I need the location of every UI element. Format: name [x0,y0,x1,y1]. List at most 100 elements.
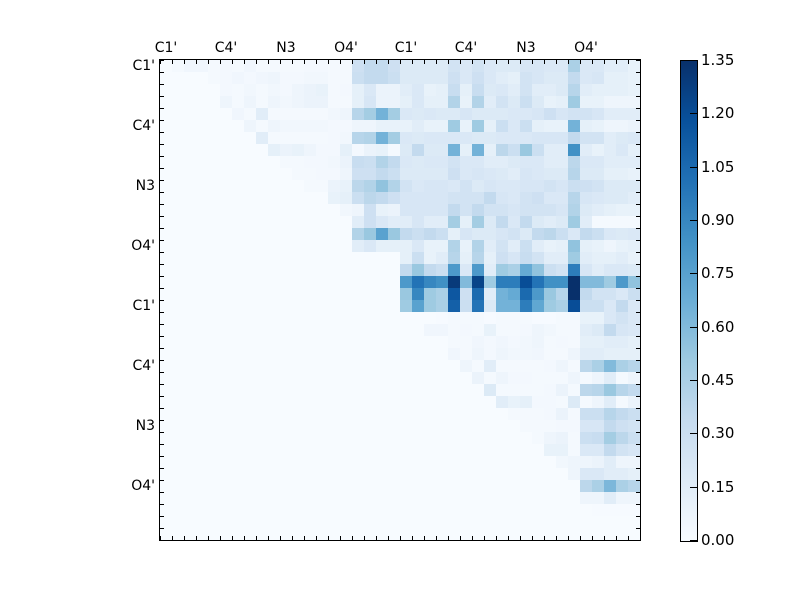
heatmap-cell [532,264,544,276]
heatmap-cell [592,84,604,96]
axis-tick [460,60,461,64]
heatmap-cell [280,108,292,120]
heatmap-cell [568,276,580,288]
heatmap-cell [424,168,436,180]
heatmap-cell [340,144,352,156]
heatmap-cell [460,120,472,132]
heatmap-cell [580,492,592,504]
heatmap-cell [472,192,484,204]
heatmap-cell [316,156,328,168]
colorbar-tick-label: 1.20 [701,104,735,123]
heatmap-cell [580,468,592,480]
heatmap-cell [508,336,520,348]
axis-tick [568,60,569,64]
heatmap-cell [544,348,556,360]
heatmap-cell [316,96,328,108]
heatmap-cell [556,288,568,300]
axis-tick [636,336,640,337]
heatmap-cell [412,168,424,180]
axis-tick [184,60,185,64]
heatmap-cell [412,264,424,276]
heatmap-cell [436,312,448,324]
heatmap-cell [424,72,436,84]
axis-tick [424,536,425,540]
heatmap-cell [400,192,412,204]
heatmap-cell [484,156,496,168]
axis-tick [636,240,640,241]
heatmap-cell [436,228,448,240]
heatmap-cell [532,156,544,168]
heatmap-cell [376,72,388,84]
heatmap-cell [436,264,448,276]
heatmap-cell [580,444,592,456]
heatmap-cell [532,324,544,336]
axis-tick [636,432,640,433]
heatmap-cell [592,456,604,468]
heatmap-cell [628,504,640,516]
axis-tick [340,60,341,64]
heatmap-cell [484,180,496,192]
heatmap-cell [388,132,400,144]
heatmap-cell [592,300,604,312]
heatmap-cell [472,216,484,228]
heatmap-cell [304,144,316,156]
heatmap-cell [568,456,580,468]
heatmap-cell [616,204,628,216]
heatmap-cell [268,84,280,96]
heatmap-cell [592,240,604,252]
heatmap-cell [472,228,484,240]
axis-tick [544,60,545,64]
axis-tick [424,60,425,64]
heatmap-cell [580,132,592,144]
heatmap-cell [532,120,544,132]
heatmap-cell [604,504,616,516]
axis-tick [160,60,161,64]
heatmap-cell [376,132,388,144]
x-tick-label: C4' [454,40,478,56]
heatmap-cell [376,204,388,216]
heatmap-cell [580,156,592,168]
axis-tick [636,156,640,157]
heatmap-cell [244,108,256,120]
heatmap-cell [232,96,244,108]
heatmap-cell [580,144,592,156]
heatmap-cell [316,84,328,96]
axis-tick [636,480,640,481]
heatmap-cell [340,192,352,204]
heatmap-cell [580,240,592,252]
heatmap-cell [592,180,604,192]
axis-tick [244,536,245,540]
heatmap-cell [472,120,484,132]
heatmap-cell [448,156,460,168]
heatmap-cell [220,72,232,84]
heatmap-cell [616,60,628,72]
heatmap-cell [340,180,352,192]
heatmap-cell [460,288,472,300]
heatmap-cell [580,60,592,72]
heatmap-cell [592,468,604,480]
heatmap-cell [340,120,352,132]
heatmap-cell [628,96,640,108]
axis-tick [160,168,164,169]
heatmap-cell [448,348,460,360]
heatmap-cell [544,300,556,312]
heatmap-cell [580,348,592,360]
heatmap-cell [616,144,628,156]
heatmap-cell [604,432,616,444]
heatmap-cell [544,96,556,108]
heatmap-cell [556,264,568,276]
heatmap-cell [604,480,616,492]
axis-tick [292,536,293,540]
heatmap-cell [544,144,556,156]
heatmap-cell [340,72,352,84]
heatmap-cell [496,252,508,264]
heatmap-cell [328,180,340,192]
heatmap-cell [628,228,640,240]
heatmap-cell [532,192,544,204]
heatmap-cell [364,144,376,156]
axis-tick [160,456,164,457]
heatmap-cell [340,168,352,180]
heatmap-cell [496,132,508,144]
heatmap-cell [580,192,592,204]
heatmap-cell [604,264,616,276]
